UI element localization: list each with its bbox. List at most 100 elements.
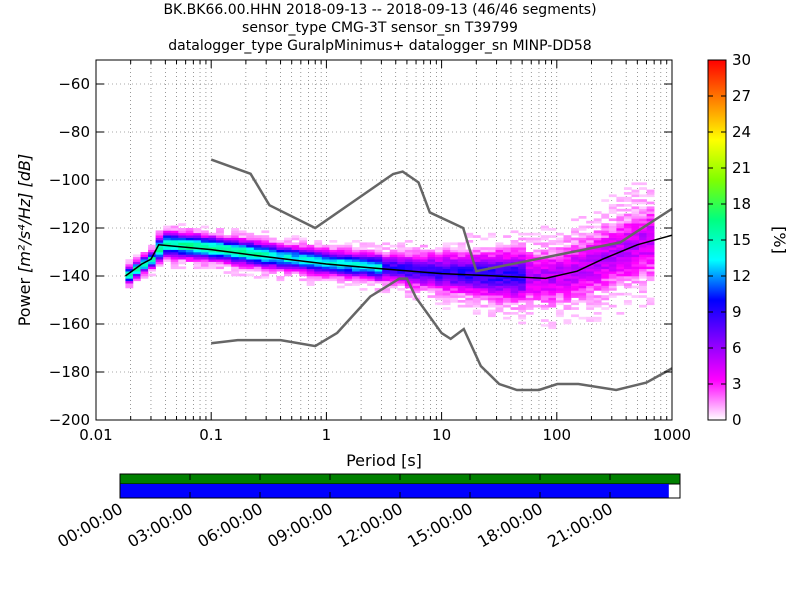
- histogram-cell: [284, 237, 292, 241]
- histogram-cell: [268, 249, 277, 253]
- histogram-cell: [397, 247, 406, 250]
- x-tick-label: 0.01: [79, 426, 112, 444]
- histogram-cell: [646, 237, 655, 241]
- histogram-cell: [616, 232, 625, 236]
- histogram-cell: [155, 244, 164, 248]
- histogram-cell: [646, 201, 655, 205]
- histogram-cell: [170, 261, 179, 265]
- histogram-cell: [163, 249, 172, 253]
- histogram-cell: [548, 242, 557, 246]
- histogram-cell: [299, 271, 307, 274]
- histogram-cell: [525, 300, 534, 303]
- histogram-cell: [525, 312, 534, 315]
- histogram-cell: [276, 266, 285, 270]
- histogram-cell: [555, 268, 564, 272]
- histogram-cell: [261, 240, 270, 243]
- histogram-cell: [616, 213, 625, 217]
- histogram-cell: [563, 244, 572, 248]
- histogram-cell: [435, 266, 443, 270]
- histogram-cell: [208, 264, 217, 267]
- histogram-cell: [412, 268, 421, 272]
- histogram-cell: [299, 278, 307, 282]
- histogram-cell: [593, 261, 602, 265]
- histogram-cell: [374, 244, 383, 248]
- histogram-cell: [548, 228, 557, 231]
- histogram-cell: [540, 300, 549, 303]
- histogram-cell: [533, 254, 542, 258]
- histogram-cell: [472, 252, 481, 255]
- histogram-cell: [382, 268, 391, 272]
- histogram-cell: [593, 218, 602, 222]
- histogram-cell: [540, 254, 549, 258]
- histogram-cell: [193, 230, 202, 234]
- histogram-cell: [329, 240, 338, 243]
- histogram-cell: [276, 259, 285, 262]
- histogram-cell: [344, 276, 353, 279]
- histogram-cell: [336, 285, 345, 289]
- histogram-cell: [367, 271, 375, 274]
- histogram-cell: [548, 259, 557, 262]
- histogram-cell: [268, 254, 277, 258]
- histogram-cell: [404, 240, 413, 243]
- histogram-cell: [132, 261, 141, 265]
- histogram-cell: [457, 252, 466, 255]
- histogram-cell: [586, 319, 595, 322]
- histogram-cell: [435, 247, 443, 250]
- histogram-cell: [442, 290, 451, 294]
- histogram-cell: [518, 264, 527, 267]
- histogram-cell: [487, 271, 496, 274]
- histogram-cell: [223, 261, 232, 265]
- histogram-cell: [397, 261, 406, 265]
- histogram-cell: [329, 247, 338, 250]
- histogram-cell: [374, 266, 383, 270]
- histogram-cell: [616, 225, 625, 229]
- histogram-cell: [435, 288, 443, 291]
- histogram-cell: [518, 307, 527, 310]
- histogram-cell: [608, 266, 617, 270]
- histogram-cell: [299, 273, 307, 277]
- histogram-cell: [208, 237, 217, 241]
- histogram-cell: [284, 247, 292, 250]
- histogram-cell: [253, 240, 262, 243]
- histogram-cell: [555, 232, 564, 236]
- histogram-cell: [163, 259, 172, 262]
- histogram-cell: [284, 244, 292, 248]
- histogram-cell: [253, 259, 262, 262]
- histogram-cell: [442, 280, 451, 284]
- histogram-cell: [623, 244, 632, 248]
- histogram-cell: [450, 292, 459, 296]
- histogram-cell: [533, 278, 542, 282]
- histogram-cell: [374, 280, 383, 284]
- histogram-cell: [140, 276, 149, 279]
- histogram-cell: [427, 290, 436, 294]
- histogram-cell: [253, 252, 262, 255]
- histogram-cell: [616, 204, 625, 207]
- histogram-cell: [495, 307, 504, 310]
- histogram-cell: [163, 225, 172, 229]
- histogram-cell: [442, 249, 451, 253]
- histogram-cell: [321, 252, 330, 255]
- histogram-cell: [374, 273, 383, 277]
- histogram-cell: [639, 304, 647, 308]
- histogram-cell: [540, 290, 549, 294]
- histogram-cell: [200, 256, 209, 260]
- histogram-cell: [510, 271, 519, 274]
- histogram-cell: [472, 309, 481, 313]
- histogram-cell: [404, 271, 413, 274]
- histogram-cell: [465, 292, 474, 296]
- histogram-cell: [435, 292, 443, 296]
- histogram-cell: [253, 256, 262, 260]
- histogram-cell: [548, 292, 557, 296]
- histogram-cell: [404, 292, 413, 296]
- histogram-cell: [601, 290, 610, 294]
- histogram-cell: [359, 278, 368, 282]
- histogram-cell: [125, 266, 134, 270]
- histogram-cell: [623, 218, 632, 222]
- histogram-cell: [435, 256, 443, 260]
- histogram-cell: [631, 208, 640, 212]
- histogram-cell: [291, 237, 300, 241]
- histogram-cell: [510, 273, 519, 277]
- histogram-cell: [472, 292, 481, 296]
- histogram-cell: [601, 295, 610, 298]
- histogram-cell: [472, 266, 481, 270]
